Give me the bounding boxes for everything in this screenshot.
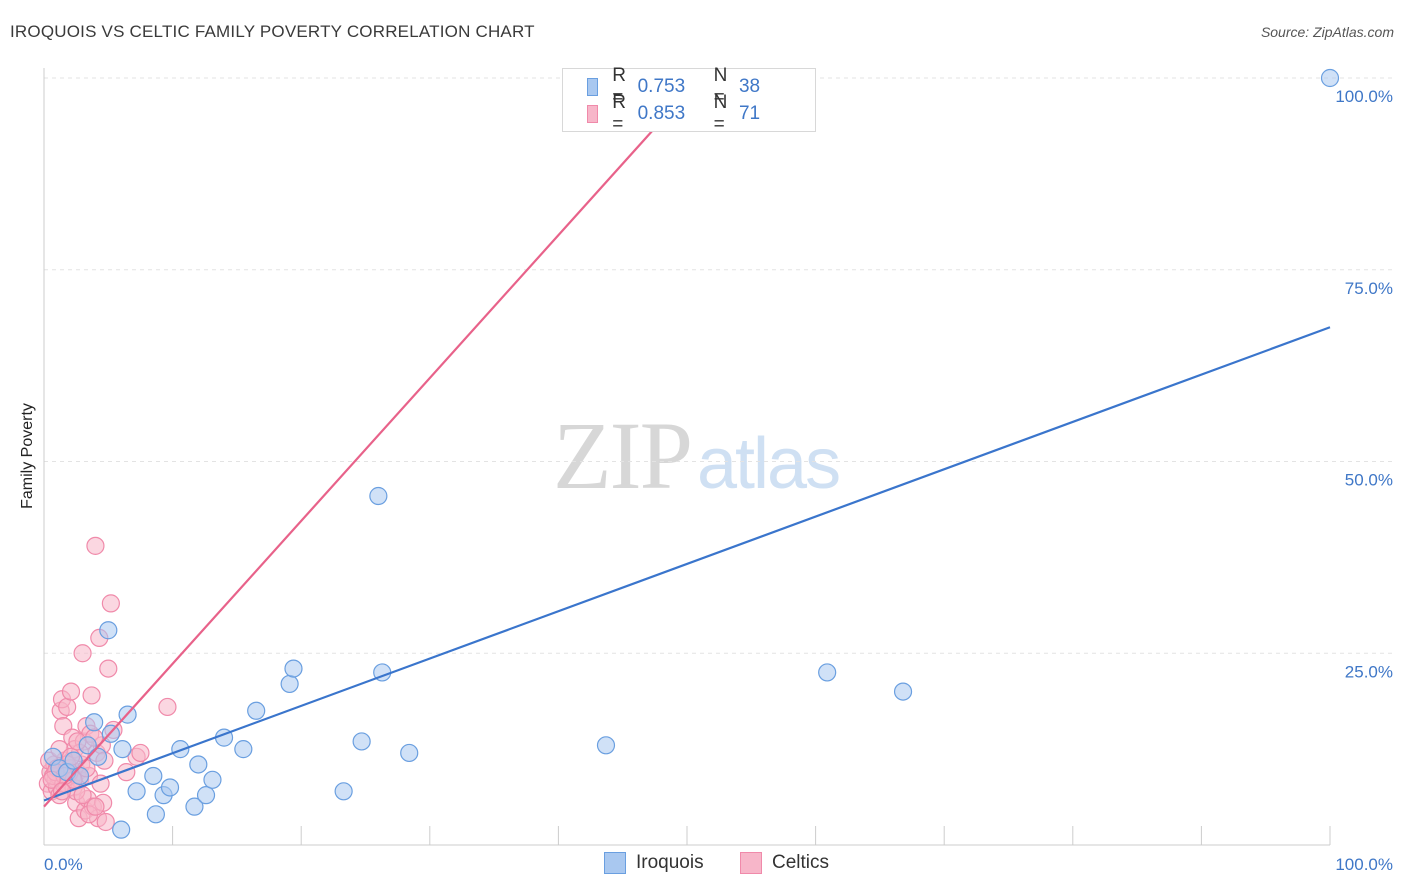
legend-swatch-celtics (740, 852, 762, 874)
iroquois-point (234, 740, 253, 759)
iroquois-point (127, 782, 146, 801)
x-tick-label: 0.0% (44, 855, 83, 874)
iroquois-point (284, 659, 303, 678)
iroquois-point (196, 786, 216, 805)
legend-r-value: 0.753 (637, 76, 686, 97)
legend-swatch-iroquois (604, 852, 626, 874)
x-tick-label: 100.0% (1335, 855, 1393, 874)
iroquois-point (70, 766, 90, 786)
celtics-point (86, 536, 105, 555)
legend-item-iroquois[interactable]: Iroquois (604, 852, 704, 874)
legend-n-value: 38 (738, 76, 761, 97)
iroquois-point (171, 740, 190, 759)
iroquois-point (185, 797, 204, 816)
chart-source: Source: ZipAtlas.com (1260, 24, 1394, 40)
celtics-point (58, 697, 77, 717)
celtics-point (131, 743, 150, 763)
legend-r-label: R = (612, 92, 626, 135)
iroquois-point (144, 766, 163, 786)
legend-r-label: R = (612, 65, 626, 108)
iroquois-point (146, 805, 165, 824)
y-tick-label: 75.0% (1345, 279, 1393, 298)
celtics-point (73, 644, 92, 663)
iroquois-point (280, 674, 299, 694)
celtics-point (86, 797, 105, 816)
y-tick-label: 100.0% (1335, 87, 1393, 106)
watermark-atlas: atlas (697, 424, 841, 504)
celtics-point (96, 812, 115, 832)
correlation-legend: R = 0.753 N = 38 R = 0.853 N = 71 (562, 65, 816, 135)
legend-n-label: N = (713, 92, 728, 135)
legend-n-label: N = (713, 65, 728, 108)
iroquois-point (85, 713, 104, 732)
iroquois-point (1320, 68, 1340, 88)
celtics-point (99, 659, 118, 678)
legend-swatch-celtics (587, 105, 599, 123)
series-legend: Iroquois Celtics (0, 850, 1406, 878)
iroquois-point (334, 782, 353, 801)
legend-item-celtics[interactable]: Celtics (740, 852, 829, 874)
iroquois-points (43, 68, 1340, 839)
iroquois-point (352, 732, 371, 751)
legend-label-celtics: Celtics (772, 852, 830, 873)
iroquois-trend-line (43, 326, 1331, 802)
axes (43, 68, 1331, 846)
iroquois-point (189, 755, 208, 774)
y-tick-label: 50.0% (1345, 471, 1393, 490)
legend-label-iroquois: Iroquois (636, 852, 704, 873)
iroquois-point (112, 820, 131, 839)
legend-swatch-iroquois (587, 78, 599, 96)
iroquois-point (113, 740, 132, 759)
trend-lines (43, 77, 1331, 808)
iroquois-point (818, 663, 837, 682)
watermark: ZIPatlas (553, 400, 841, 511)
legend-row-celtics: R = 0.853 N = 71 (587, 92, 815, 135)
legend-row-iroquois: R = 0.753 N = 38 (587, 65, 815, 108)
iroquois-point (893, 682, 913, 701)
celtics-trend-line (43, 77, 701, 808)
iroquois-point (369, 486, 388, 506)
legend-n-value: 71 (738, 103, 761, 124)
iroquois-point (400, 743, 419, 763)
tick-labels: 25.0% 50.0% 75.0% 100.0% 0.0% 100.0% (44, 87, 1393, 874)
y-tick-label: 25.0% (1345, 662, 1393, 681)
iroquois-point (99, 621, 118, 640)
legend-r-value: 0.853 (637, 103, 686, 124)
iroquois-point (88, 747, 108, 766)
grid-lines (44, 77, 1395, 654)
iroquois-point (64, 751, 83, 770)
celtics-point (61, 682, 81, 701)
iroquois-point (203, 770, 222, 789)
iroquois-point (596, 736, 616, 755)
iroquois-point (247, 701, 266, 720)
chart-title: IROQUOIS VS CELTIC FAMILY POVERTY CORREL… (10, 22, 535, 41)
watermark-zip: ZIP (553, 402, 693, 509)
iroquois-point (78, 736, 97, 755)
celtics-point (82, 686, 101, 705)
celtics-point (158, 697, 177, 717)
iroquois-point (160, 778, 180, 797)
celtics-point (101, 594, 120, 613)
